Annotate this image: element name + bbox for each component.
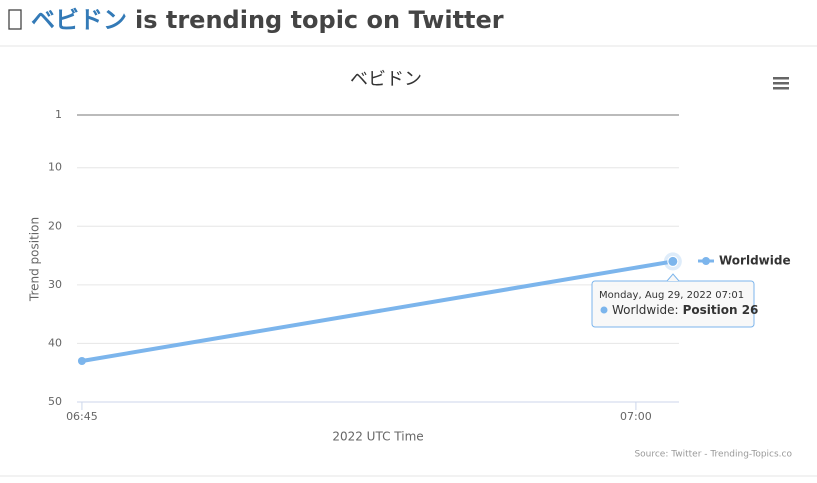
x-tick-label: 06:45 (66, 410, 98, 423)
series-line (81, 259, 674, 363)
page-title: ベビドン is trending topic on Twitter (31, 6, 504, 34)
tooltip-date: Monday, Aug 29, 2022 07:01 (599, 290, 744, 301)
x-tick-label: 07:00 (620, 410, 652, 423)
legend-label: Worldwide (719, 254, 791, 268)
topic-link[interactable]: ベビドン (31, 6, 127, 34)
tooltip-pointer (666, 273, 680, 282)
y-axis-label: Trend position (28, 217, 42, 302)
tooltip: Monday, Aug 29, 2022 07:01 Worldwide: Posi… (591, 273, 758, 328)
y-tick-label: 30 (48, 278, 62, 291)
y-tick-label: 1 (55, 108, 62, 121)
y-tick-label: 10 (48, 161, 62, 174)
x-axis-label: 2022 UTC Time (332, 430, 423, 444)
y-tick-label: 40 (48, 336, 62, 349)
point (667, 255, 679, 267)
icon (8, 9, 22, 30)
tooltip-value: Position 26 (683, 303, 759, 317)
menu-bar (773, 82, 789, 85)
legend-symbol (702, 257, 710, 265)
point (77, 357, 86, 365)
y-tick-label: 20 (48, 219, 62, 232)
tooltip-text: Worldwide: Position 26 (612, 303, 758, 317)
y-tick-label: 50 (48, 395, 62, 408)
tooltip-series: Worldwide: (612, 303, 679, 317)
chart-title: ベビドン (350, 69, 422, 90)
credits: Source: Twitter - Trending-Topics.co (634, 450, 792, 460)
menu-bar (773, 77, 789, 80)
menu-bar (773, 87, 789, 90)
menu-button[interactable] (773, 77, 789, 90)
tooltip-dot (600, 306, 608, 314)
title-suffix: is trending topic on Twitter (135, 6, 504, 34)
